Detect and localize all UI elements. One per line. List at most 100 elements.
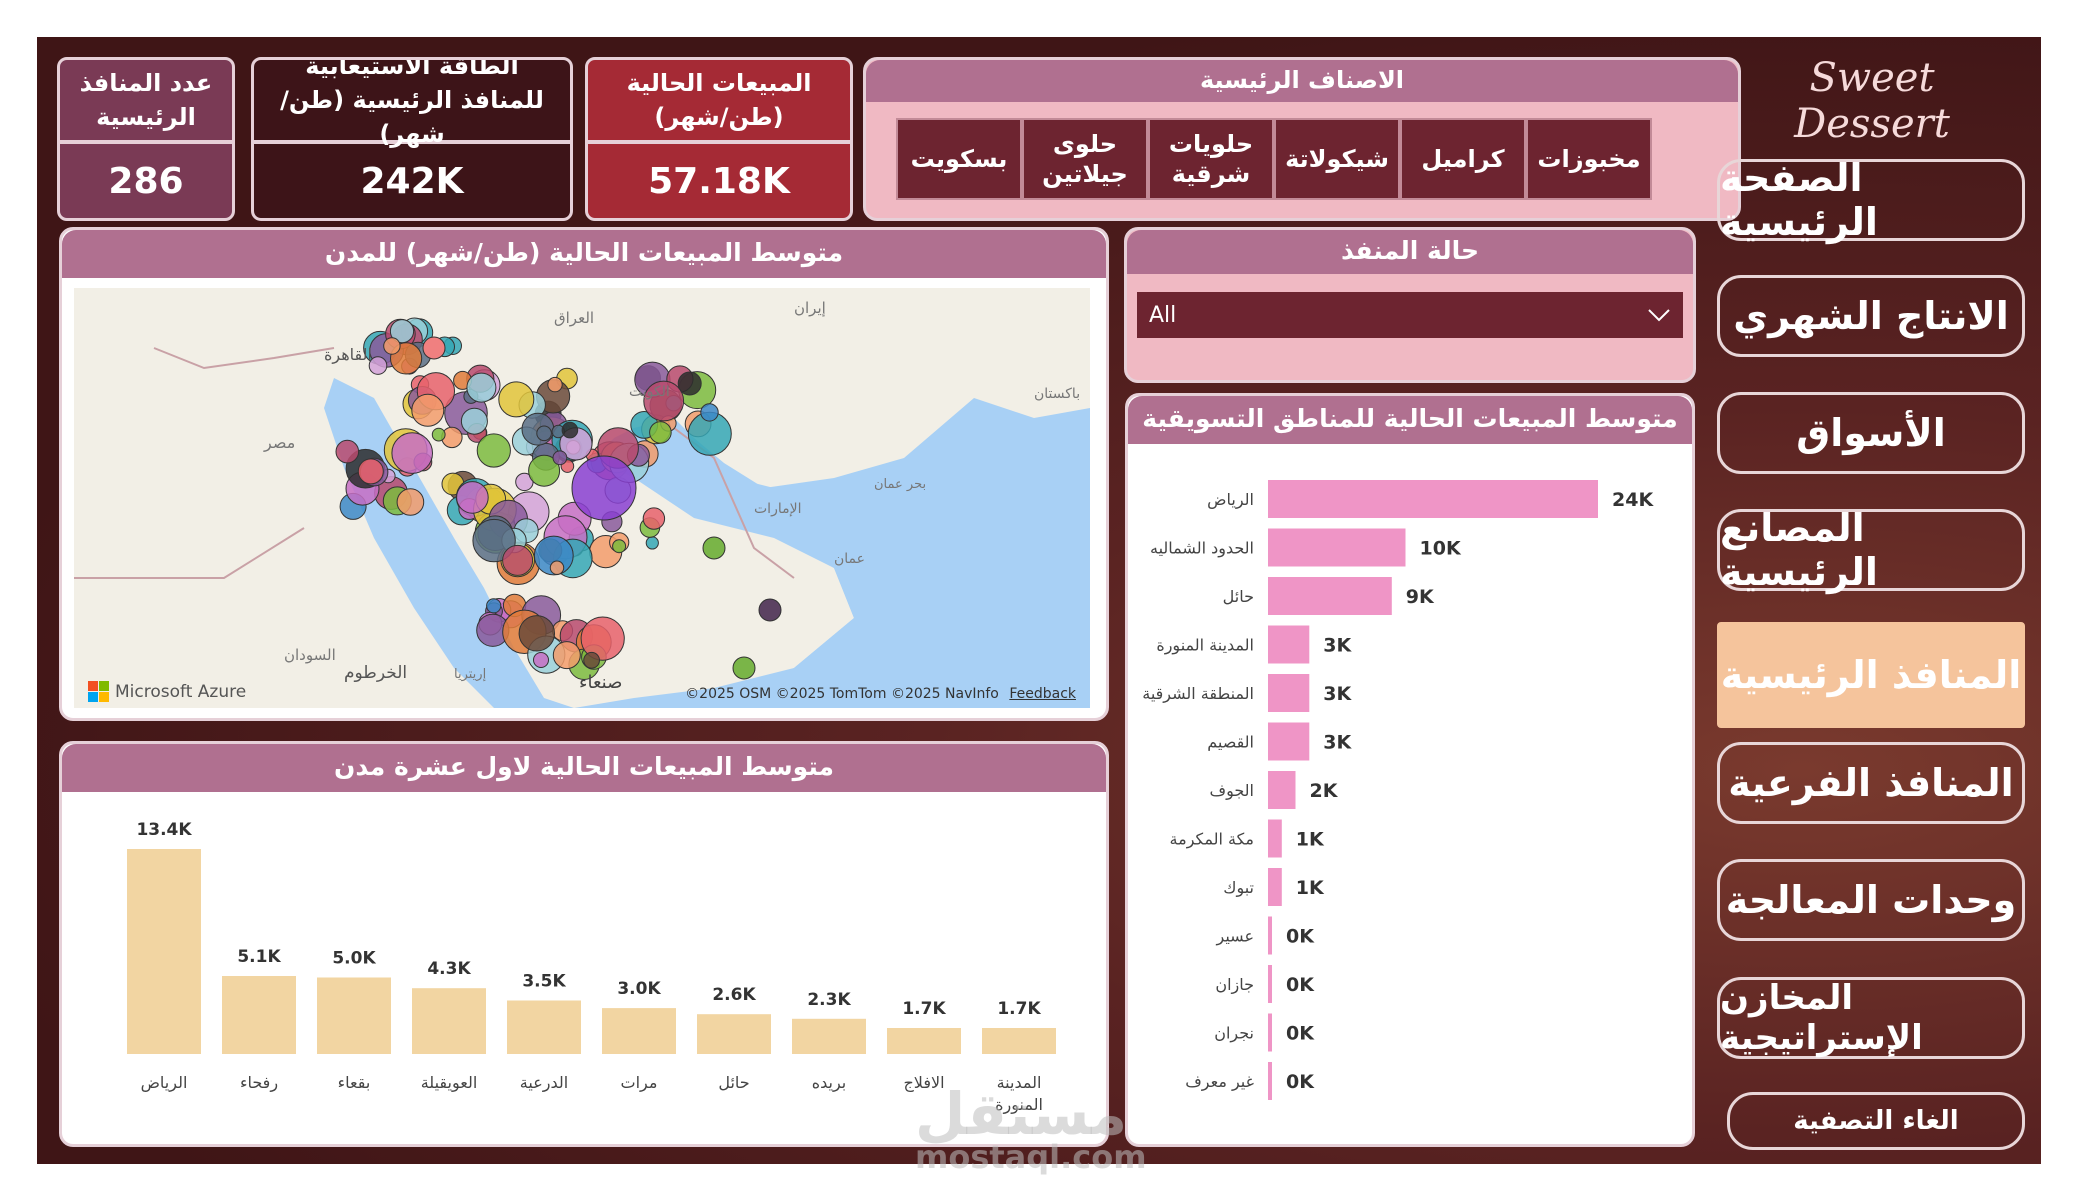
city-bar[interactable] [412,988,486,1054]
region-bar[interactable] [1268,625,1310,664]
map-bubble[interactable] [518,615,555,652]
microsoft-logo-icon [88,681,109,702]
map-bubble[interactable] [549,560,565,575]
map-bubble[interactable] [368,356,388,375]
map-bubble[interactable] [456,481,489,514]
region-tick-label: مكة المكرمة [1170,830,1254,850]
region-bar[interactable] [1268,577,1392,615]
dashboard-frame: عدد المنافذ الرئيسية 286 الطاقة الاستيعا… [37,37,2041,1164]
map-bubble[interactable] [389,319,415,344]
city-bar[interactable] [887,1028,961,1054]
category-button[interactable]: بسكويت [896,118,1022,200]
region-bar[interactable] [1268,965,1272,1003]
map-bubble[interactable] [528,454,561,487]
nav-button-sub-outlets[interactable]: المنافذ الفرعية [1717,742,2025,824]
region-bar[interactable] [1268,1013,1272,1052]
region-bar[interactable] [1268,1062,1272,1100]
region-data-label: 0K [1286,974,1315,996]
region-tick-label: جازان [1215,975,1254,995]
map-bubble[interactable] [466,372,497,403]
map-bubble[interactable] [649,421,672,444]
region-bar[interactable] [1268,480,1598,518]
map-bubble[interactable] [476,433,511,468]
map-bubble[interactable] [702,536,726,560]
category-button[interactable]: شيكولاتة [1274,118,1400,200]
map-bubble[interactable] [645,536,659,550]
map-bubble[interactable] [583,651,600,669]
category-button[interactable]: حلويات شرقية [1148,118,1274,200]
map-bubble[interactable] [533,652,549,668]
regions-chart-svg: الرياض 24K الحدود الشماليه 10K حائل 9K المدينة… [1142,480,1654,1100]
region-data-label: 9K [1406,586,1435,608]
map-view[interactable]: القاهرة العراق إيران الكويت مصر الإمارات… [74,288,1090,708]
region-bar[interactable] [1268,819,1282,858]
nav-button-markets[interactable]: الأسواق [1717,392,2025,474]
nav-button-processing-units[interactable]: وحدات المعالجة [1717,859,2025,941]
map-bubble[interactable] [502,544,534,576]
nav-button-strategic-warehouses[interactable]: المخازن الإستراتيجية [1717,977,2025,1059]
region-bar[interactable] [1268,722,1310,761]
map-bubble[interactable] [411,393,445,427]
map-bubble[interactable] [383,337,401,355]
reset-filters-button[interactable]: الغاء التصفية [1727,1092,2025,1150]
map-bubble[interactable] [391,432,434,474]
kpi-label: الطاقة الاستيعابية للمنافذ الرئيسية (طن/… [254,60,570,148]
map-bubble[interactable] [335,439,360,464]
region-data-label: 2K [1310,780,1339,802]
city-tick-label: العويقيلة [421,1073,478,1093]
map-bubble[interactable] [561,421,579,439]
cities-chart-svg: 13.4K الرياض 5.1K رفحاء 5.0K بقعاء 4.3K العويقي… [127,820,1056,1115]
nav-button-main-outlets[interactable]: المنافذ الرئيسية [1717,622,2025,728]
map-bubble[interactable] [552,450,568,466]
map-bubble[interactable] [460,407,488,435]
city-bar[interactable] [697,1014,771,1054]
region-tick-label: غير معرف [1185,1072,1254,1092]
region-bar[interactable] [1268,916,1272,955]
map-bubble[interactable] [580,616,625,661]
category-button[interactable]: مخبوزات [1526,118,1652,200]
map-bubble[interactable] [643,380,685,422]
status-dropdown[interactable]: All [1137,292,1683,338]
category-button[interactable]: حلوى جيلاتين [1022,118,1148,200]
city-bar[interactable] [127,849,201,1054]
region-bar[interactable] [1268,528,1406,567]
city-bar[interactable] [792,1018,866,1054]
map-bubble[interactable] [732,656,756,680]
region-bar[interactable] [1268,674,1310,712]
city-data-label: 5.0K [332,949,376,969]
map-bubble[interactable] [758,598,782,622]
city-bar[interactable] [507,1000,581,1055]
map-bubble[interactable] [486,598,502,614]
nav-button-main-factories[interactable]: المصانع الرئيسية [1717,506,2025,594]
map-bubble[interactable] [677,371,702,396]
map-bubble[interactable] [431,427,446,442]
map-bubble[interactable] [472,518,516,563]
map-bubble[interactable] [536,425,552,442]
region-bar[interactable] [1268,868,1282,906]
nav-button-home[interactable]: الصفحة الرئيسية [1717,156,2025,244]
region-bar[interactable] [1268,771,1296,809]
map-bubble[interactable] [642,507,666,530]
nav-button-monthly-production[interactable]: الانتاج الشهري [1717,275,2025,357]
map-bubble[interactable] [552,641,581,670]
map-bubble[interactable] [498,381,535,418]
city-bar[interactable] [317,977,391,1055]
city-data-label: 1.7K [997,999,1041,1019]
map-bubble[interactable] [422,336,446,360]
regions-chart-title: متوسط المبيعات الحالية للمناطق التسويقية [1128,396,1692,444]
city-bar[interactable] [602,1008,676,1054]
map-bubble[interactable] [547,376,563,393]
map-bubble[interactable] [571,455,637,521]
map-bubble[interactable] [357,458,384,485]
kpi-label: عدد المنافذ الرئيسية [60,60,232,144]
feedback-link[interactable]: Feedback [1009,686,1076,702]
category-button[interactable]: كراميل [1400,118,1526,200]
region-data-label: 0K [1286,926,1315,948]
map-bubble[interactable] [700,403,719,422]
region-tick-label: المنطقة الشرقية [1142,684,1254,704]
map-bubble[interactable] [612,539,627,554]
city-bar[interactable] [222,976,296,1054]
city-bar[interactable] [982,1028,1056,1054]
map-bubble[interactable] [396,488,425,516]
categories-title: الاصناف الرئيسية [866,60,1738,102]
